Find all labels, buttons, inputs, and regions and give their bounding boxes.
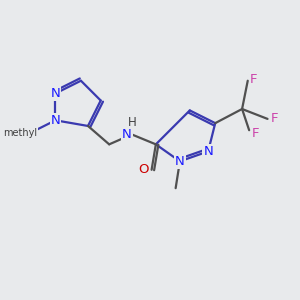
Text: N: N [175,155,185,168]
Text: N: N [51,114,60,127]
Text: methyl: methyl [22,130,27,131]
Text: N: N [51,87,60,100]
Text: F: F [252,127,259,140]
Text: H: H [128,116,136,129]
Text: methyl: methyl [3,128,37,138]
Text: methyl: methyl [176,193,181,194]
Text: methyl: methyl [28,128,34,129]
Text: O: O [138,163,148,176]
Text: N: N [203,145,213,158]
Text: N: N [122,128,132,141]
Text: F: F [271,112,278,125]
Text: F: F [250,73,258,86]
